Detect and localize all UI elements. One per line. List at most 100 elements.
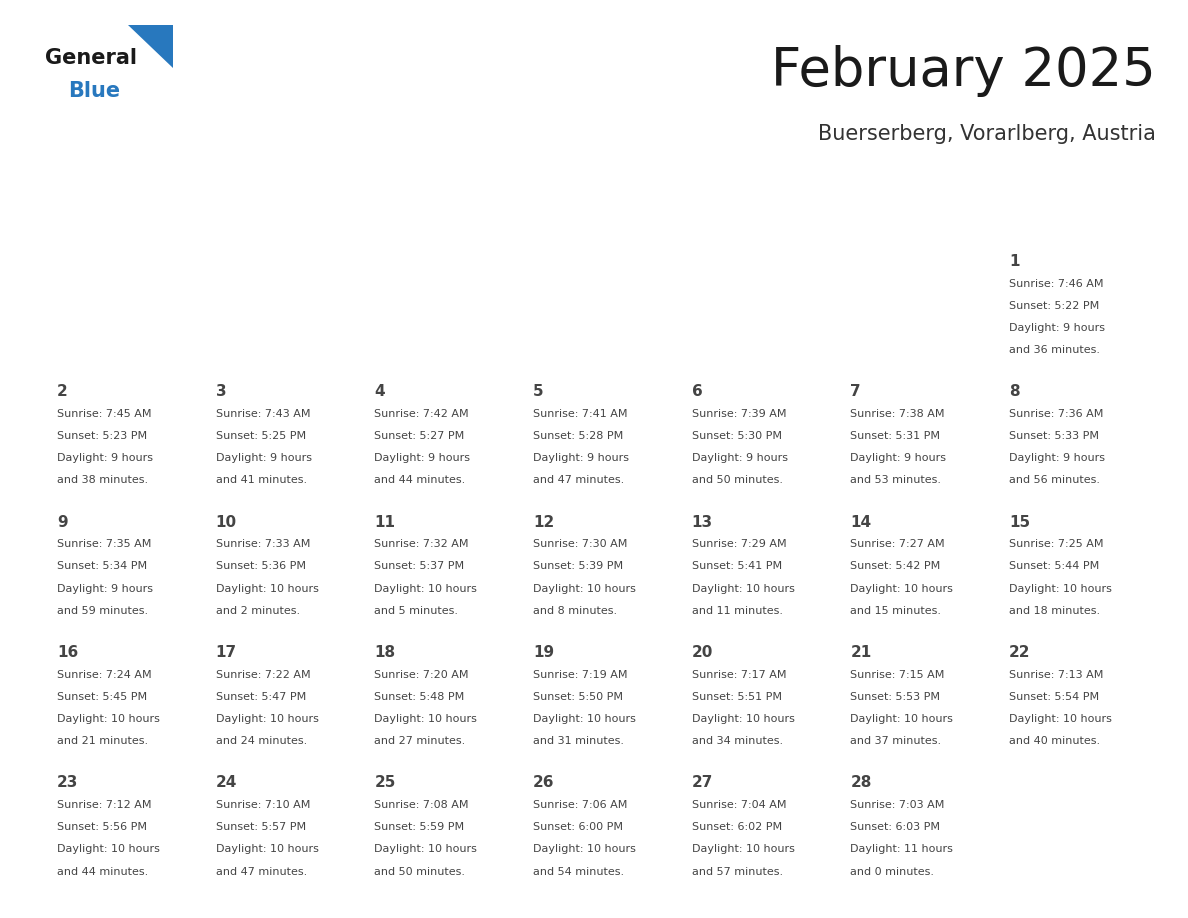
- Text: and 15 minutes.: and 15 minutes.: [851, 606, 941, 616]
- Text: 2: 2: [57, 385, 68, 399]
- Text: Sunset: 5:33 PM: Sunset: 5:33 PM: [1009, 431, 1099, 442]
- Text: Sunset: 5:50 PM: Sunset: 5:50 PM: [533, 692, 623, 702]
- Text: February 2025: February 2025: [771, 45, 1156, 96]
- Text: Daylight: 9 hours: Daylight: 9 hours: [216, 453, 311, 464]
- Text: and 2 minutes.: and 2 minutes.: [216, 606, 299, 616]
- Text: Sunset: 5:56 PM: Sunset: 5:56 PM: [57, 823, 147, 833]
- Text: and 53 minutes.: and 53 minutes.: [851, 476, 941, 486]
- Text: Sunrise: 7:29 AM: Sunrise: 7:29 AM: [691, 539, 786, 549]
- Text: Daylight: 10 hours: Daylight: 10 hours: [1009, 584, 1112, 594]
- Text: 25: 25: [374, 776, 396, 790]
- Text: Tuesday: Tuesday: [375, 213, 443, 228]
- Text: and 34 minutes.: and 34 minutes.: [691, 736, 783, 746]
- Text: and 31 minutes.: and 31 minutes.: [533, 736, 624, 746]
- Text: Daylight: 9 hours: Daylight: 9 hours: [1009, 323, 1105, 333]
- Text: Daylight: 9 hours: Daylight: 9 hours: [691, 453, 788, 464]
- Text: Sunrise: 7:32 AM: Sunrise: 7:32 AM: [374, 539, 469, 549]
- Text: Sunrise: 7:10 AM: Sunrise: 7:10 AM: [216, 800, 310, 810]
- Text: Sunrise: 7:35 AM: Sunrise: 7:35 AM: [57, 539, 151, 549]
- Text: and 40 minutes.: and 40 minutes.: [1009, 736, 1100, 746]
- Text: Sunset: 6:00 PM: Sunset: 6:00 PM: [533, 823, 623, 833]
- Text: Sunset: 5:41 PM: Sunset: 5:41 PM: [691, 562, 782, 572]
- Text: Sunrise: 7:33 AM: Sunrise: 7:33 AM: [216, 539, 310, 549]
- Text: Sunset: 5:34 PM: Sunset: 5:34 PM: [57, 562, 147, 572]
- Text: Sunrise: 7:36 AM: Sunrise: 7:36 AM: [1009, 409, 1104, 419]
- Text: 16: 16: [57, 645, 78, 660]
- Text: Daylight: 10 hours: Daylight: 10 hours: [851, 584, 953, 594]
- Text: 4: 4: [374, 385, 385, 399]
- Text: Daylight: 10 hours: Daylight: 10 hours: [533, 714, 636, 724]
- Text: 14: 14: [851, 515, 872, 530]
- Text: Sunrise: 7:22 AM: Sunrise: 7:22 AM: [216, 669, 310, 679]
- Text: Sunset: 6:03 PM: Sunset: 6:03 PM: [851, 823, 941, 833]
- Text: Sunset: 5:36 PM: Sunset: 5:36 PM: [216, 562, 305, 572]
- Text: and 24 minutes.: and 24 minutes.: [216, 736, 307, 746]
- Text: and 0 minutes.: and 0 minutes.: [851, 867, 935, 877]
- Text: Sunset: 5:42 PM: Sunset: 5:42 PM: [851, 562, 941, 572]
- Text: 26: 26: [533, 776, 555, 790]
- Text: Daylight: 10 hours: Daylight: 10 hours: [216, 584, 318, 594]
- Text: Sunrise: 7:41 AM: Sunrise: 7:41 AM: [533, 409, 627, 419]
- Text: Sunrise: 7:08 AM: Sunrise: 7:08 AM: [374, 800, 469, 810]
- Text: and 44 minutes.: and 44 minutes.: [374, 476, 466, 486]
- Text: Daylight: 10 hours: Daylight: 10 hours: [1009, 714, 1112, 724]
- Text: Friday: Friday: [852, 213, 903, 228]
- Text: and 47 minutes.: and 47 minutes.: [216, 867, 307, 877]
- Text: Daylight: 10 hours: Daylight: 10 hours: [57, 714, 160, 724]
- Text: 9: 9: [57, 515, 68, 530]
- Text: Daylight: 10 hours: Daylight: 10 hours: [851, 714, 953, 724]
- Text: and 54 minutes.: and 54 minutes.: [533, 867, 624, 877]
- Text: and 38 minutes.: and 38 minutes.: [57, 476, 148, 486]
- Text: and 18 minutes.: and 18 minutes.: [1009, 606, 1100, 616]
- Text: Daylight: 10 hours: Daylight: 10 hours: [691, 714, 795, 724]
- Text: Daylight: 10 hours: Daylight: 10 hours: [57, 845, 160, 855]
- Text: Sunrise: 7:24 AM: Sunrise: 7:24 AM: [57, 669, 152, 679]
- Text: Daylight: 10 hours: Daylight: 10 hours: [533, 845, 636, 855]
- Text: 20: 20: [691, 645, 713, 660]
- Text: Sunrise: 7:13 AM: Sunrise: 7:13 AM: [1009, 669, 1104, 679]
- Text: 1: 1: [1009, 254, 1019, 269]
- Text: Sunrise: 7:12 AM: Sunrise: 7:12 AM: [57, 800, 152, 810]
- Text: Sunset: 5:28 PM: Sunset: 5:28 PM: [533, 431, 624, 442]
- Text: Daylight: 10 hours: Daylight: 10 hours: [533, 584, 636, 594]
- Text: and 59 minutes.: and 59 minutes.: [57, 606, 148, 616]
- Text: Daylight: 11 hours: Daylight: 11 hours: [851, 845, 953, 855]
- Text: Sunset: 5:22 PM: Sunset: 5:22 PM: [1009, 301, 1099, 311]
- Text: Sunrise: 7:20 AM: Sunrise: 7:20 AM: [374, 669, 469, 679]
- Text: Daylight: 9 hours: Daylight: 9 hours: [851, 453, 947, 464]
- Text: Sunset: 5:25 PM: Sunset: 5:25 PM: [216, 431, 305, 442]
- Text: 6: 6: [691, 385, 702, 399]
- Text: 28: 28: [851, 776, 872, 790]
- Text: Sunset: 5:31 PM: Sunset: 5:31 PM: [851, 431, 941, 442]
- Text: Sunset: 5:23 PM: Sunset: 5:23 PM: [57, 431, 147, 442]
- Text: Sunrise: 7:15 AM: Sunrise: 7:15 AM: [851, 669, 944, 679]
- Text: Sunset: 5:44 PM: Sunset: 5:44 PM: [1009, 562, 1099, 572]
- Text: Sunrise: 7:03 AM: Sunrise: 7:03 AM: [851, 800, 944, 810]
- Text: Sunset: 5:48 PM: Sunset: 5:48 PM: [374, 692, 465, 702]
- Text: Sunrise: 7:25 AM: Sunrise: 7:25 AM: [1009, 539, 1104, 549]
- Text: Sunrise: 7:38 AM: Sunrise: 7:38 AM: [851, 409, 944, 419]
- Text: Daylight: 10 hours: Daylight: 10 hours: [216, 714, 318, 724]
- Text: and 36 minutes.: and 36 minutes.: [1009, 345, 1100, 355]
- Text: Sunset: 5:53 PM: Sunset: 5:53 PM: [851, 692, 941, 702]
- Text: Blue: Blue: [69, 81, 120, 101]
- Text: Sunset: 5:54 PM: Sunset: 5:54 PM: [1009, 692, 1099, 702]
- Text: Sunrise: 7:30 AM: Sunrise: 7:30 AM: [533, 539, 627, 549]
- Text: Sunrise: 7:46 AM: Sunrise: 7:46 AM: [1009, 279, 1104, 288]
- Text: Daylight: 9 hours: Daylight: 9 hours: [1009, 453, 1105, 464]
- Text: Sunrise: 7:27 AM: Sunrise: 7:27 AM: [851, 539, 946, 549]
- Text: and 56 minutes.: and 56 minutes.: [1009, 476, 1100, 486]
- Text: Daylight: 10 hours: Daylight: 10 hours: [691, 584, 795, 594]
- Text: Saturday: Saturday: [1011, 213, 1085, 228]
- Text: 17: 17: [216, 645, 236, 660]
- Text: Sunset: 6:02 PM: Sunset: 6:02 PM: [691, 823, 782, 833]
- Text: Sunrise: 7:45 AM: Sunrise: 7:45 AM: [57, 409, 152, 419]
- Text: Sunset: 5:57 PM: Sunset: 5:57 PM: [216, 823, 305, 833]
- Text: 23: 23: [57, 776, 78, 790]
- Text: and 37 minutes.: and 37 minutes.: [851, 736, 942, 746]
- Text: and 21 minutes.: and 21 minutes.: [57, 736, 148, 746]
- Text: Daylight: 9 hours: Daylight: 9 hours: [533, 453, 630, 464]
- Text: Monday: Monday: [217, 213, 282, 228]
- Text: 10: 10: [216, 515, 236, 530]
- Text: 19: 19: [533, 645, 555, 660]
